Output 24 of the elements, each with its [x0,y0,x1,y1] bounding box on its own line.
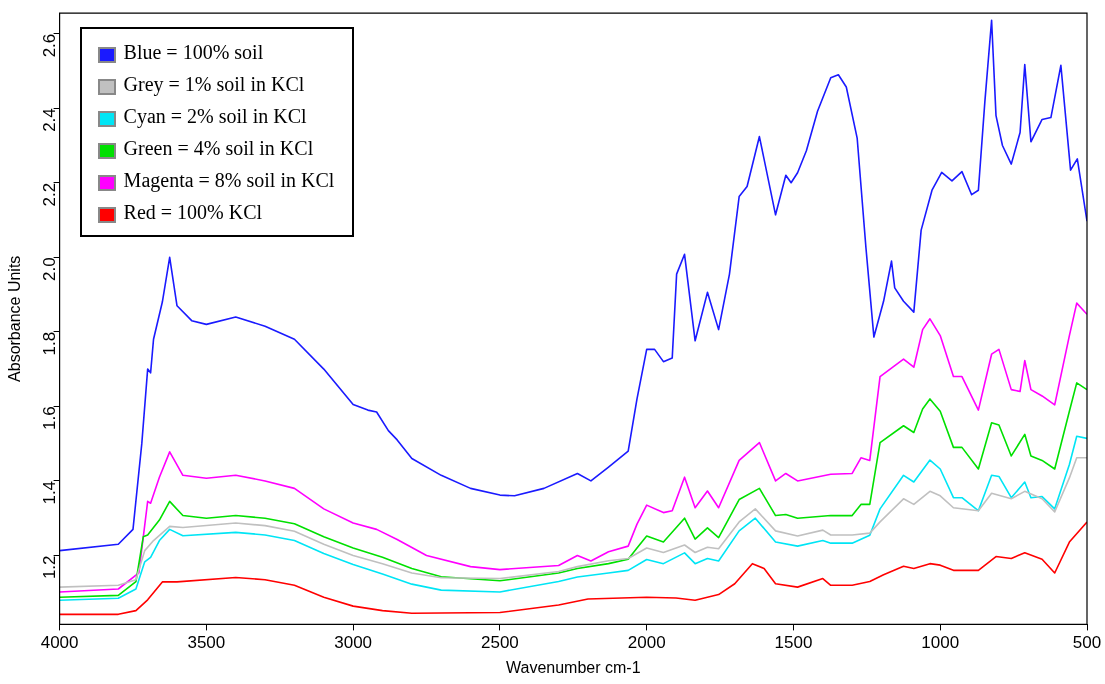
x-tick-label: 3500 [187,633,226,653]
legend-label: Blue = 100% soil [123,41,264,64]
legend-label: Grey = 1% soil in KCl [123,73,305,96]
legend-label: Cyan = 2% soil in KCl [123,105,307,128]
y-tick-label: 1.6 [40,406,60,431]
x-tick-label: 3000 [334,633,373,653]
y-tick-label: 1.4 [40,480,60,505]
x-tick-label: 4000 [40,633,79,653]
y-tick-label: 2.0 [40,257,60,281]
x-tick-label: 500 [1072,633,1102,653]
legend-label: Red = 100% KCl [123,201,263,224]
legend-label: Magenta = 8% soil in KCl [123,169,335,192]
y-tick-label: 2.4 [40,108,60,132]
y-tick-label: 2.6 [40,33,60,58]
x-tick-label: 2000 [627,633,666,653]
x-tick-label: 1500 [774,633,813,653]
y-tick-label: 1.2 [40,555,60,580]
x-axis-title: Wavenumber cm-1 [506,658,641,676]
y-tick-label: 2.2 [40,182,60,207]
x-tick-label: 1000 [921,633,960,653]
x-tick-label: 2500 [481,633,519,653]
legend-label: Green = 4% soil in KCl [123,137,314,160]
y-axis-title: Absorbance Units [6,255,24,382]
y-tick-label: 1.8 [40,331,60,356]
